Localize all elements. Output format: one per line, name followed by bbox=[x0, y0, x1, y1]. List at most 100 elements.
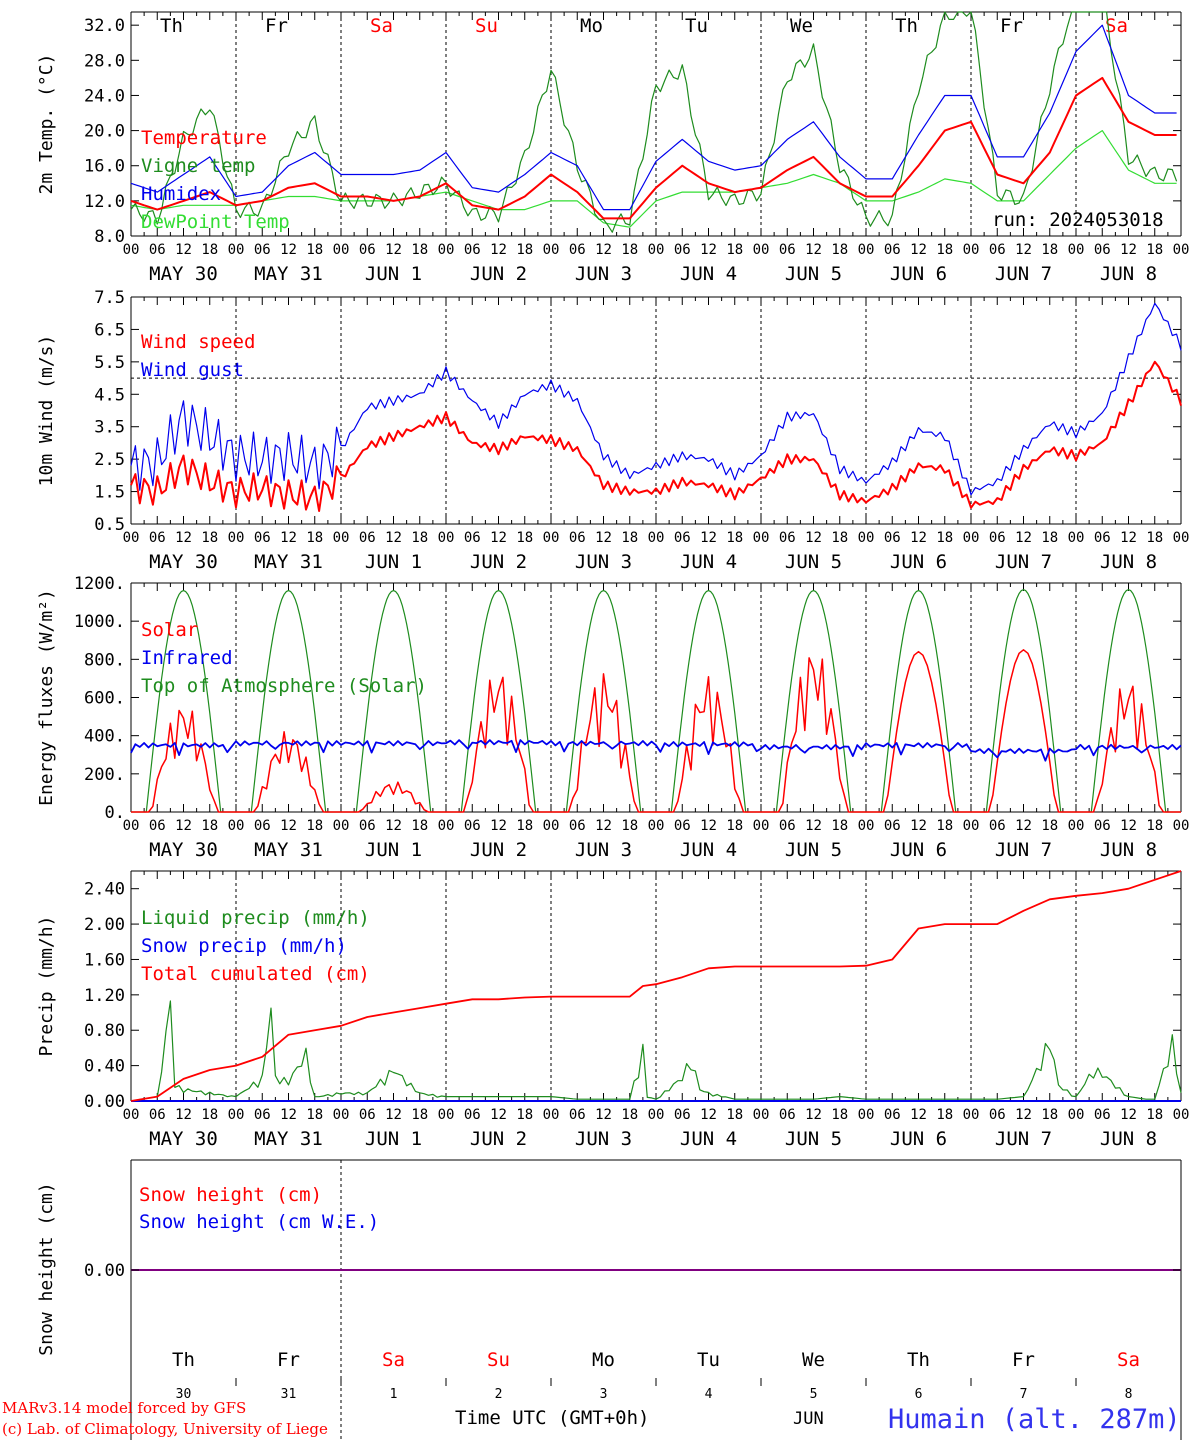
date-label: JUN 3 bbox=[575, 263, 632, 285]
hour-tick-label: 00 bbox=[333, 818, 350, 834]
date-label: MAY 31 bbox=[254, 263, 323, 285]
weekday-label: Th bbox=[160, 15, 183, 37]
hour-tick-label: 18 bbox=[936, 242, 953, 258]
hour-tick-label: 12 bbox=[805, 530, 822, 546]
weekday-label: Fr bbox=[1012, 1349, 1035, 1371]
date-label: JUN 2 bbox=[470, 263, 527, 285]
hour-tick-label: 00 bbox=[333, 1107, 350, 1123]
hour-tick-label: 00 bbox=[858, 1107, 875, 1123]
legend-entry: Solar bbox=[141, 619, 198, 641]
hour-tick-label: 00 bbox=[543, 1107, 560, 1123]
hour-tick-label: 06 bbox=[149, 1107, 166, 1123]
hour-tick-label: 06 bbox=[1094, 818, 1111, 834]
day-number-label: 8 bbox=[1125, 1387, 1133, 1402]
hour-tick-label: 00 bbox=[858, 242, 875, 258]
hour-tick-label: 06 bbox=[149, 530, 166, 546]
legend-entry: Wind speed bbox=[141, 331, 255, 353]
hour-tick-label: 18 bbox=[1041, 818, 1058, 834]
hour-tick-label: 18 bbox=[936, 1107, 953, 1123]
date-label: JUN 7 bbox=[995, 839, 1052, 861]
y-tick-label: 0.80 bbox=[84, 1021, 125, 1041]
hour-tick-label: 00 bbox=[543, 530, 560, 546]
hour-tick-label: 06 bbox=[884, 818, 901, 834]
date-label: JUN 5 bbox=[785, 263, 842, 285]
hour-tick-label: 18 bbox=[201, 530, 218, 546]
hour-tick-label: 06 bbox=[359, 530, 376, 546]
hour-tick-label: 06 bbox=[989, 242, 1006, 258]
hour-tick-label: 18 bbox=[621, 818, 638, 834]
hour-tick-label: 06 bbox=[1094, 242, 1111, 258]
hour-tick-label: 12 bbox=[700, 1107, 717, 1123]
hour-tick-label: 12 bbox=[700, 818, 717, 834]
hour-tick-label: 00 bbox=[648, 242, 665, 258]
y-tick-label: 800. bbox=[84, 650, 125, 670]
hour-tick-label: 00 bbox=[123, 1107, 140, 1123]
series-line-wind-gust bbox=[130, 302, 1182, 496]
weekday-label: Sa bbox=[1105, 15, 1128, 37]
date-label: JUN 1 bbox=[365, 551, 422, 573]
hour-tick-label: 06 bbox=[359, 242, 376, 258]
weekday-label: We bbox=[802, 1349, 825, 1371]
weekday-label: Fr bbox=[277, 1349, 300, 1371]
hour-tick-label: 18 bbox=[621, 242, 638, 258]
hour-tick-label: 12 bbox=[910, 818, 927, 834]
hour-tick-label: 00 bbox=[648, 818, 665, 834]
date-label: JUN 7 bbox=[995, 1128, 1052, 1150]
hour-tick-label: 06 bbox=[359, 1107, 376, 1123]
day-number-label: 1 bbox=[390, 1387, 398, 1402]
legend-entry: Snow height (cm) bbox=[139, 1184, 322, 1206]
legend-entry: Wind gust bbox=[141, 359, 244, 381]
hour-tick-label: 00 bbox=[648, 530, 665, 546]
series-line-vigne-temp bbox=[130, 11, 1178, 233]
weekday-label: Mo bbox=[580, 15, 603, 37]
date-label: MAY 30 bbox=[149, 1128, 218, 1150]
y-tick-label: 0.5 bbox=[94, 515, 125, 535]
hour-tick-label: 00 bbox=[228, 242, 245, 258]
hour-tick-label: 12 bbox=[700, 242, 717, 258]
hour-tick-label: 06 bbox=[989, 818, 1006, 834]
hour-tick-label: 00 bbox=[753, 818, 770, 834]
hour-tick-label: 18 bbox=[1146, 1107, 1163, 1123]
hour-tick-label: 06 bbox=[464, 530, 481, 546]
legend-entry: Infrared bbox=[141, 647, 233, 669]
y-tick-label: 1.60 bbox=[84, 950, 125, 970]
hour-tick-label: 18 bbox=[306, 1107, 323, 1123]
hour-tick-label: 12 bbox=[1015, 530, 1032, 546]
hour-tick-label: 00 bbox=[648, 1107, 665, 1123]
hour-tick-label: 00 bbox=[858, 818, 875, 834]
run-label: run: 2024053018 bbox=[992, 209, 1164, 231]
legend-entry: Humidex bbox=[141, 183, 221, 205]
hour-tick-label: 18 bbox=[1146, 530, 1163, 546]
hour-tick-label: 12 bbox=[595, 818, 612, 834]
date-label: JUN 7 bbox=[995, 551, 1052, 573]
day-number-label: 31 bbox=[281, 1387, 297, 1402]
hour-tick-label: 00 bbox=[123, 818, 140, 834]
hour-tick-label: 06 bbox=[149, 242, 166, 258]
date-label: JUN 1 bbox=[365, 263, 422, 285]
hour-tick-label: 12 bbox=[595, 242, 612, 258]
hour-tick-label: 12 bbox=[490, 818, 507, 834]
month-label: JUN bbox=[793, 1409, 824, 1429]
y-tick-label: 0.40 bbox=[84, 1057, 125, 1077]
day-number-label: 6 bbox=[915, 1387, 923, 1402]
hour-tick-label: 18 bbox=[1146, 818, 1163, 834]
weekday-label: Th bbox=[895, 15, 918, 37]
date-label: JUN 2 bbox=[470, 551, 527, 573]
hour-tick-label: 18 bbox=[516, 1107, 533, 1123]
hour-tick-label: 12 bbox=[280, 530, 297, 546]
hour-tick-label: 00 bbox=[438, 530, 455, 546]
hour-tick-label: 12 bbox=[280, 1107, 297, 1123]
hour-tick-label: 06 bbox=[1094, 1107, 1111, 1123]
hour-tick-label: 00 bbox=[963, 818, 980, 834]
hour-tick-label: 06 bbox=[1094, 530, 1111, 546]
day-number-label: 7 bbox=[1020, 1387, 1028, 1402]
hour-tick-label: 06 bbox=[779, 1107, 796, 1123]
date-label: JUN 6 bbox=[890, 263, 947, 285]
hour-tick-label: 12 bbox=[490, 1107, 507, 1123]
y-tick-label: 20.0 bbox=[84, 122, 125, 142]
hour-tick-label: 18 bbox=[831, 530, 848, 546]
hour-tick-label: 06 bbox=[779, 242, 796, 258]
hour-tick-label: 06 bbox=[569, 242, 586, 258]
y-tick-label: 1.5 bbox=[94, 483, 125, 503]
